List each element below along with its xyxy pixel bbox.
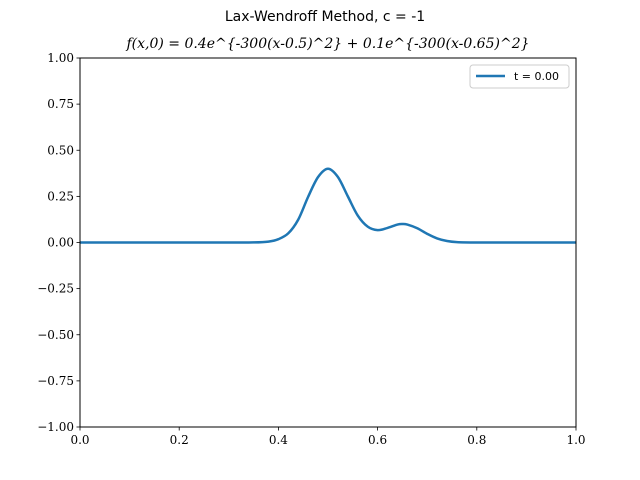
y-tick-label: 0.25 bbox=[47, 189, 74, 203]
legend-box bbox=[469, 64, 570, 89]
y-tick-label: 0.50 bbox=[47, 143, 74, 157]
legend-label-t-0: t = 0.00 bbox=[514, 70, 559, 83]
x-tick-label: 0.6 bbox=[368, 433, 387, 447]
y-tick-label: 1.00 bbox=[47, 51, 74, 65]
y-tick-label: −0.25 bbox=[37, 282, 74, 296]
legend: t = 0.00 bbox=[469, 64, 570, 89]
chart-title: Lax-Wendroff Method, c = -1 bbox=[225, 9, 425, 25]
x-tick-label: 0.8 bbox=[467, 433, 486, 447]
plot-area-frame bbox=[79, 57, 577, 428]
y-tick-label: −0.75 bbox=[37, 374, 74, 388]
x-axis-ticks: 0.0 0.2 0.4 0.6 0.8 1.0 bbox=[70, 427, 586, 447]
x-tick-label: 0.0 bbox=[70, 433, 89, 447]
x-tick-label: 0.4 bbox=[269, 433, 288, 447]
y-axis-ticks: −1.00 −0.75 −0.50 −0.25 0.00 0.25 0.50 0.75 1.00 bbox=[37, 51, 80, 434]
x-tick-label: 0.2 bbox=[170, 433, 189, 447]
y-tick-label: 0.00 bbox=[47, 236, 74, 250]
y-tick-label: −1.00 bbox=[37, 420, 74, 434]
x-tick-label: 1.0 bbox=[566, 433, 585, 447]
series-layer bbox=[80, 167, 576, 244]
y-tick-label: −0.50 bbox=[37, 328, 74, 342]
series-line-0 bbox=[80, 167, 576, 244]
chart-subtitle: f(x,0) = 0.4e^{-300(x-0.5)^2} + 0.1e^{-3… bbox=[125, 36, 529, 52]
y-tick-label: 0.75 bbox=[47, 97, 74, 111]
